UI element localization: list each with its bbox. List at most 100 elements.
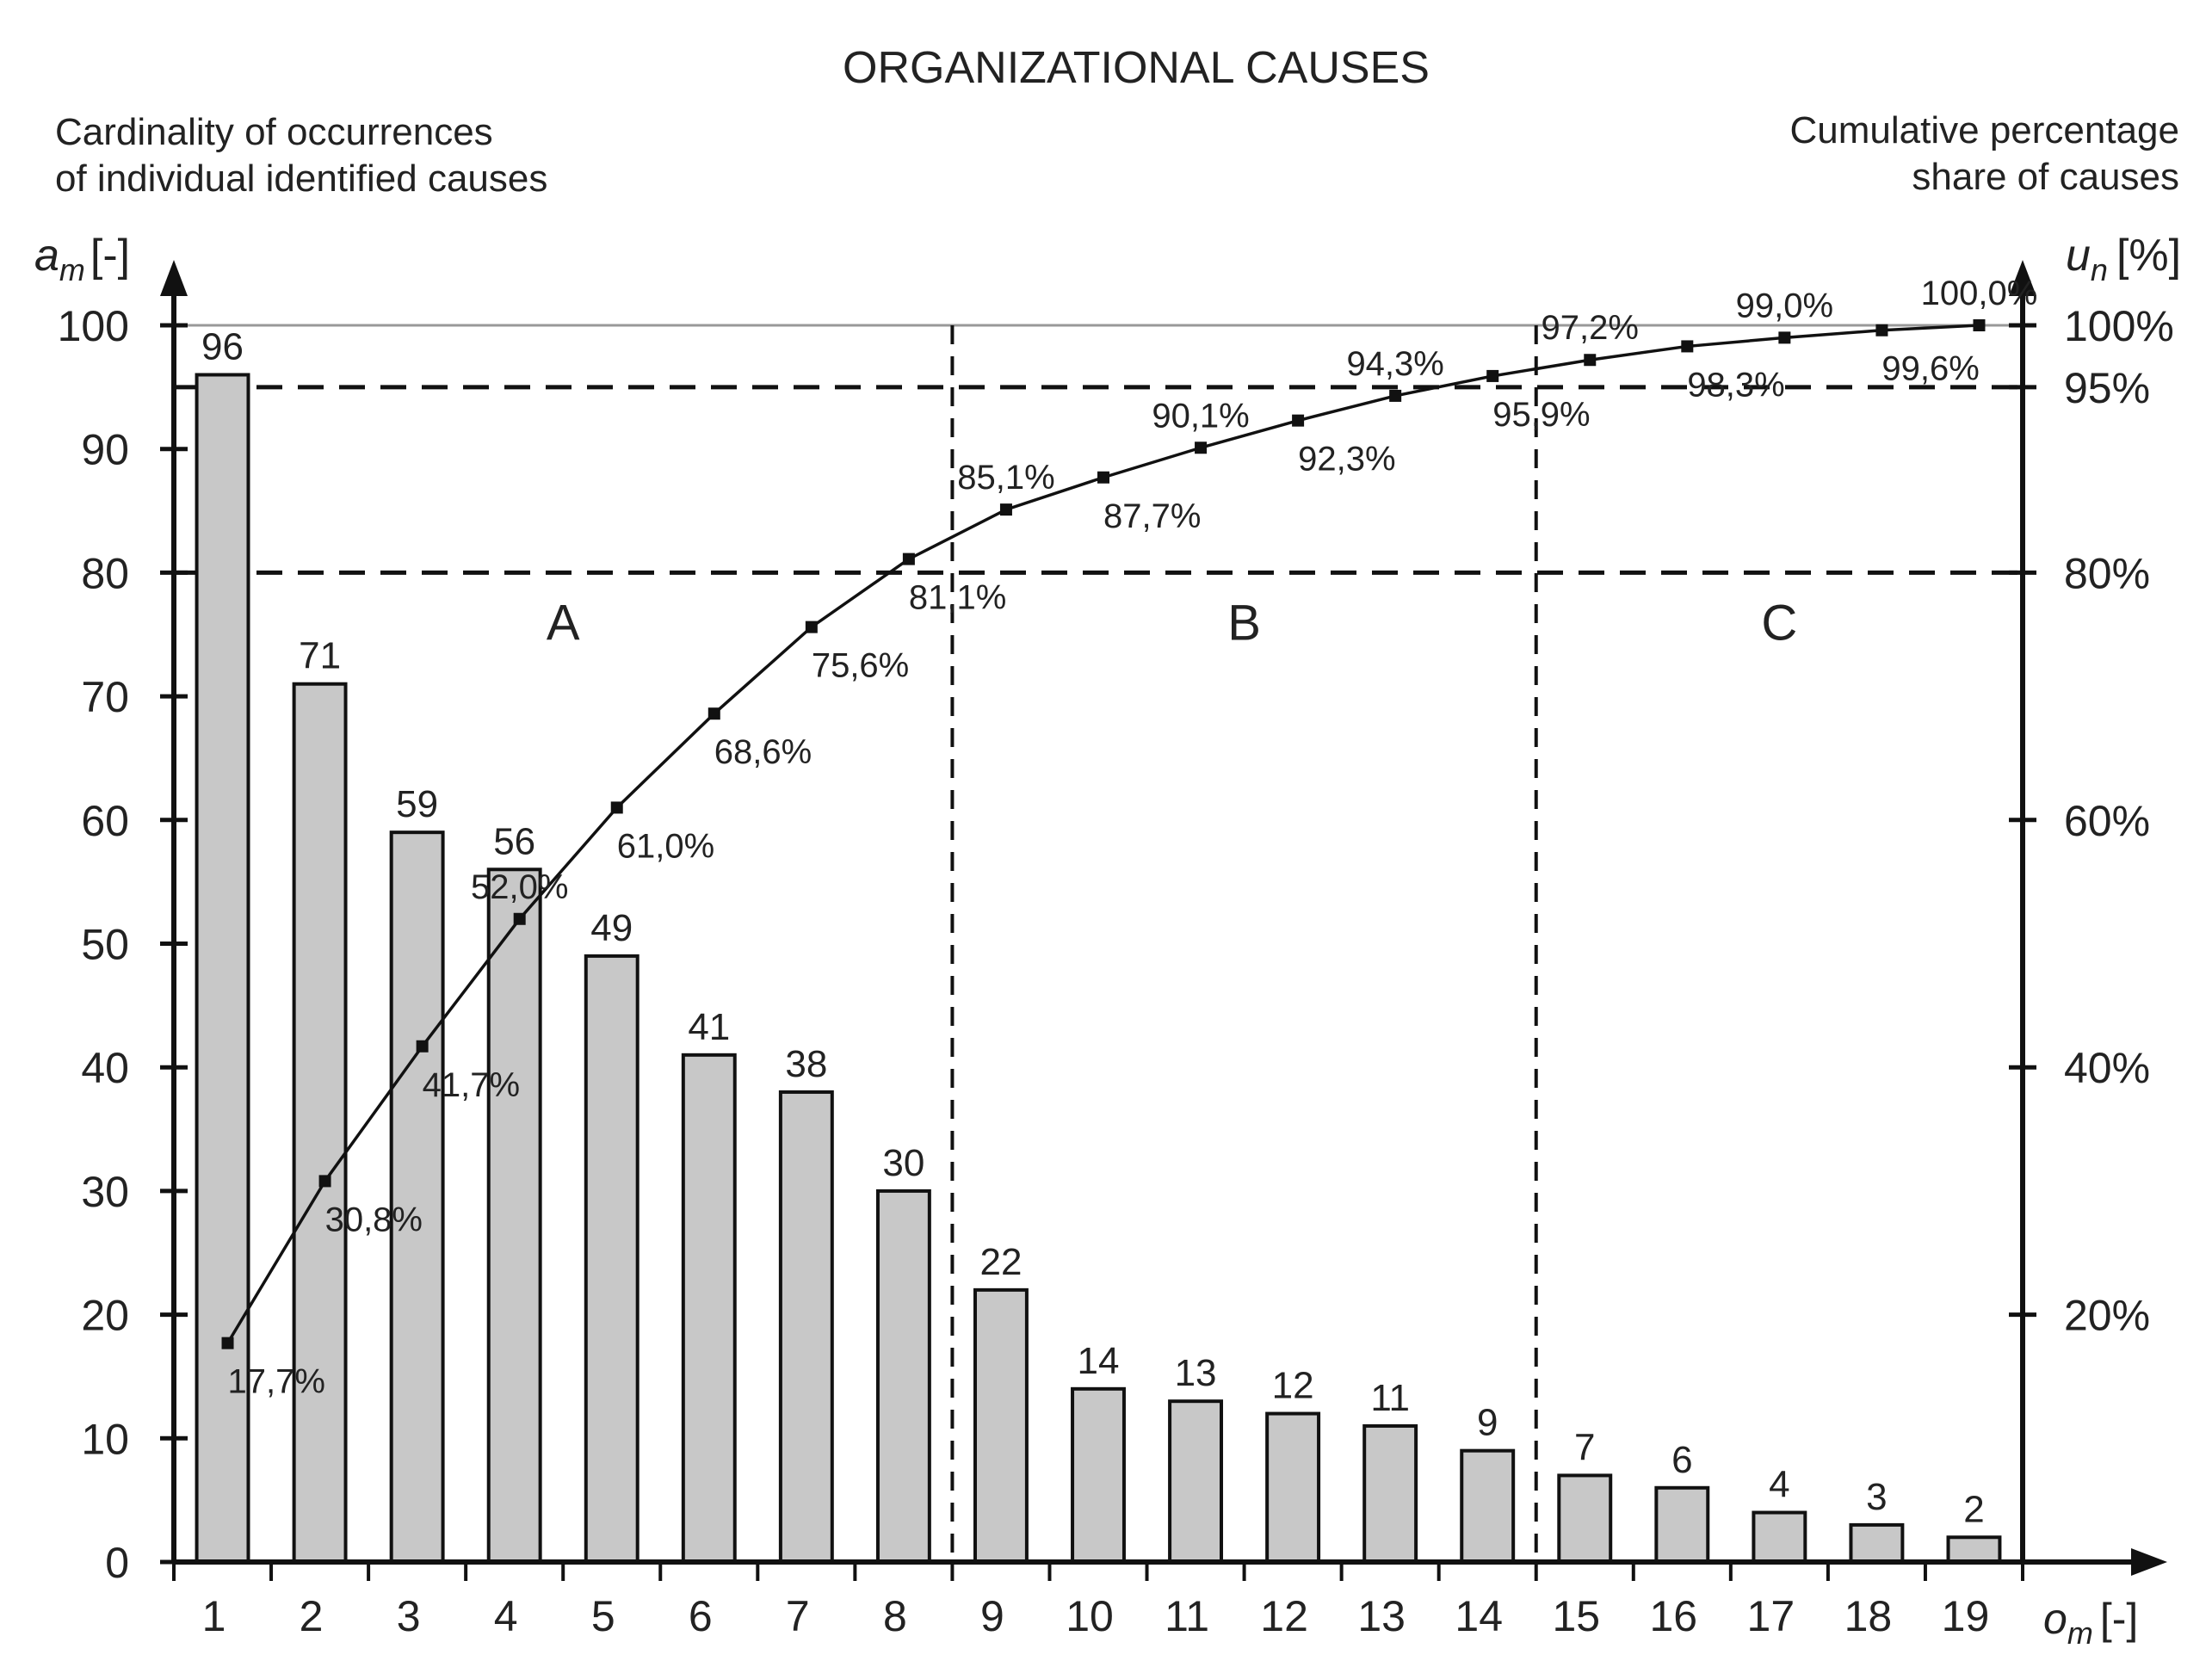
left-axis-symbol-letter: a xyxy=(34,231,59,281)
y-left-tick-label-60: 60 xyxy=(81,797,129,845)
x-tick-label-16: 16 xyxy=(1650,1592,1698,1640)
chart-title: ORGANIZATIONAL CAUSES xyxy=(843,43,1430,93)
left-axis-symbol-subscript: m xyxy=(59,252,85,287)
zone-label-B: B xyxy=(1227,595,1261,651)
bar-value-label-15: 7 xyxy=(1574,1426,1595,1468)
cumulative-marker-15 xyxy=(1584,354,1597,367)
bar-value-label-4: 56 xyxy=(493,820,535,862)
cumulative-label-4: 52,0% xyxy=(471,868,568,906)
y-axis-right-arrow xyxy=(2009,260,2036,296)
cumulative-marker-6 xyxy=(707,707,720,720)
x-tick-label-17: 17 xyxy=(1747,1592,1795,1640)
cumulative-label-16: 98,3% xyxy=(1687,366,1784,404)
y-left-tick-label-40: 40 xyxy=(81,1044,129,1092)
cumulative-label-18: 99,6% xyxy=(1881,350,1979,388)
x-tick-label-19: 19 xyxy=(1942,1592,1990,1640)
cumulative-label-5: 61,0% xyxy=(617,827,714,865)
bar-13 xyxy=(1362,1423,1418,1565)
right-axis-description-line-1: Cumulative percentage xyxy=(1790,109,2179,151)
cumulative-label-14: 95,9% xyxy=(1492,396,1590,434)
x-tick-label-1: 1 xyxy=(202,1592,226,1640)
x-tick-label-11: 11 xyxy=(1165,1592,1209,1640)
right-axis-unit: [%] xyxy=(2116,231,2181,281)
cumulative-marker-19 xyxy=(1973,319,1986,331)
bar-value-label-16: 6 xyxy=(1671,1439,1692,1481)
cumulative-marker-5 xyxy=(610,801,623,814)
cumulative-marker-14 xyxy=(1486,369,1499,382)
right-axis-symbol: un [%] xyxy=(2066,231,2181,287)
y-right-tick-label-100: 100% xyxy=(2064,302,2174,350)
bar-11 xyxy=(1168,1399,1224,1564)
zone-label-A: A xyxy=(547,595,580,651)
x-axis-arrow xyxy=(2131,1548,2167,1576)
bar-value-label-14: 9 xyxy=(1477,1402,1498,1444)
bar-9 xyxy=(973,1287,1029,1564)
bars-layer xyxy=(195,373,2002,1565)
zone-dividers-layer xyxy=(950,325,1538,1562)
x-tick-label-12: 12 xyxy=(1260,1592,1308,1640)
y-left-tick-label-0: 0 xyxy=(105,1539,129,1587)
bar-19 xyxy=(1946,1535,2002,1565)
y-right-tick-label-95: 95% xyxy=(2064,364,2150,412)
cumulative-label-12: 92,3% xyxy=(1298,441,1395,478)
cumulative-marker-10 xyxy=(1097,471,1109,484)
bar-4 xyxy=(486,867,542,1564)
cumulative-label-2: 30,8% xyxy=(325,1201,423,1238)
x-tick-label-2: 2 xyxy=(300,1592,324,1640)
grid-layer xyxy=(174,324,2023,575)
right-axis-symbol-letter: u xyxy=(2066,231,2091,281)
bar-8 xyxy=(875,1189,931,1565)
cumulative-marker-1 xyxy=(221,1337,234,1349)
y-right-tick-label-60: 60% xyxy=(2064,797,2150,845)
y-left-tick-label-10: 10 xyxy=(81,1415,129,1463)
cumulative-marker-7 xyxy=(805,620,818,633)
cumulative-marker-16 xyxy=(1681,340,1694,353)
x-tick-label-9: 9 xyxy=(980,1592,1004,1640)
bar-3 xyxy=(389,830,445,1564)
y-axis-left-arrow xyxy=(160,260,188,296)
cumulative-label-19: 100,0% xyxy=(1921,275,2038,312)
cumulative-marker-13 xyxy=(1389,389,1402,402)
cumulative-marker-8 xyxy=(902,553,915,565)
y-left-tick-label-30: 30 xyxy=(81,1168,129,1216)
x-tick-label-8: 8 xyxy=(883,1592,907,1640)
bar-value-label-8: 30 xyxy=(882,1142,924,1184)
y-left-tick-label-70: 70 xyxy=(81,673,129,721)
axes-layer xyxy=(160,260,2167,1581)
bar-value-label-12: 12 xyxy=(1272,1365,1314,1407)
bar-value-label-2: 71 xyxy=(299,635,341,677)
bar-14 xyxy=(1460,1448,1516,1565)
cumulative-marker-17 xyxy=(1778,331,1791,344)
bar-17 xyxy=(1752,1510,1807,1565)
bar-value-label-11: 13 xyxy=(1175,1352,1217,1394)
cumulative-label-7: 75,6% xyxy=(812,647,909,685)
cumulative-label-6: 68,6% xyxy=(714,733,812,771)
left-axis-description-line-1: Cardinality of occurrences xyxy=(55,111,493,153)
bar-6 xyxy=(681,1053,737,1564)
bar-value-label-19: 2 xyxy=(1963,1488,1984,1530)
cumulative-label-13: 94,3% xyxy=(1346,345,1443,383)
x-tick-label-5: 5 xyxy=(591,1592,615,1640)
y-left-tick-label-20: 20 xyxy=(81,1292,129,1340)
cumulative-label-1: 17,7% xyxy=(228,1363,325,1401)
bar-value-label-9: 22 xyxy=(979,1241,1022,1283)
left-axis-description-line-2: of individual identified causes xyxy=(55,157,547,200)
bar-2 xyxy=(292,682,348,1564)
cumulative-label-10: 87,7% xyxy=(1103,497,1201,535)
cumulative-marker-9 xyxy=(999,503,1012,516)
cumulative-marker-12 xyxy=(1292,414,1305,427)
cumulative-marker-3 xyxy=(416,1040,429,1053)
x-tick-label-3: 3 xyxy=(397,1592,421,1640)
bar-5 xyxy=(584,954,640,1564)
cumulative-label-9: 85,1% xyxy=(957,459,1054,497)
y-right-tick-label-40: 40% xyxy=(2064,1044,2150,1092)
bar-7 xyxy=(778,1090,834,1564)
x-tick-label-14: 14 xyxy=(1455,1592,1503,1640)
right-axis-symbol-subscript: n xyxy=(2091,252,2108,287)
cumulative-marker-4 xyxy=(513,912,526,925)
bar-12 xyxy=(1265,1411,1321,1565)
y-right-tick-label-20: 20% xyxy=(2064,1292,2150,1340)
x-axis-symbol-subscript: m xyxy=(2067,1615,2093,1651)
y-left-tick-label-100: 100 xyxy=(58,302,129,350)
